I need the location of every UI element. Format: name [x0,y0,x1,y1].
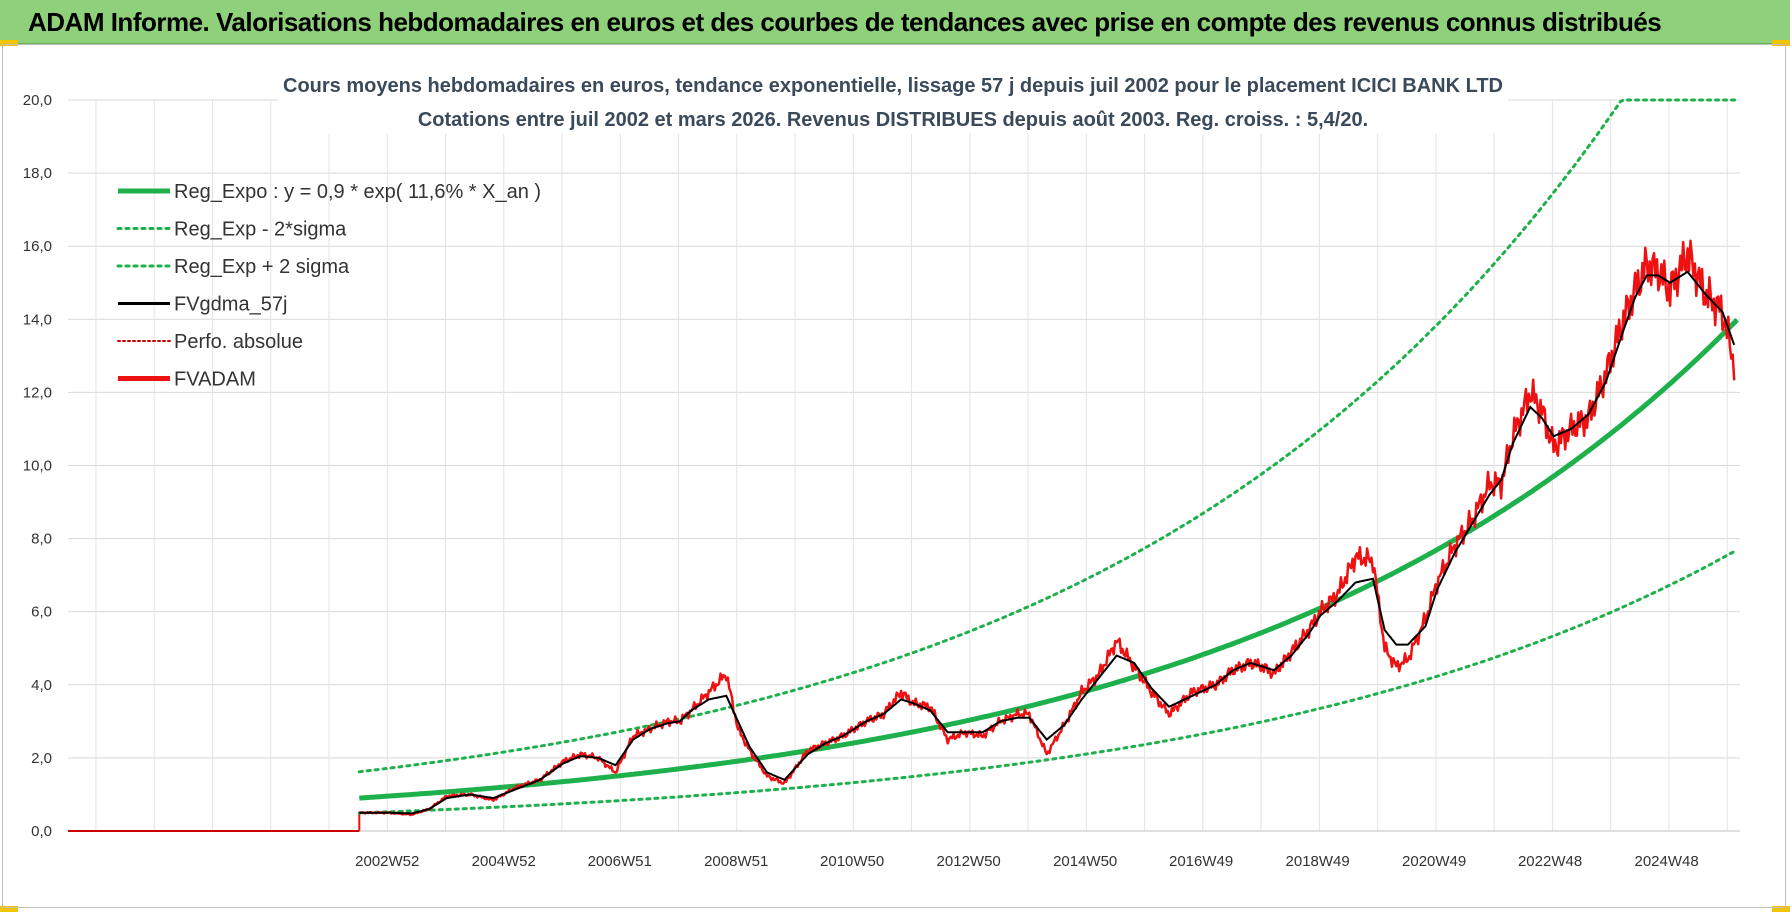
x-tick-label: 2012W50 [937,853,1001,870]
y-tick-label: 14,0 [23,311,52,328]
x-tick-label: 2006W51 [588,853,652,870]
report-title: ADAM Informe. Valorisations hebdomadaire… [28,7,1662,37]
x-tick-label: 2002W52 [355,853,419,870]
series-fvadam [358,239,1736,817]
x-tick-label: 2018W49 [1286,853,1350,870]
chart-title: Cours moyens hebdomadaires en euros, ten… [283,75,1503,97]
title-background [278,64,1508,134]
series-layer [68,98,1739,832]
y-axis-ticks: 0,0 2,0 4,0 6,0 8,0 10,0 12,0 14,0 16,0 18,0 20,0 [23,92,52,840]
x-tick-label: 2024W48 [1634,853,1698,870]
legend: Reg_Expo : y = 0,9 * exp( 11,6% * X_an )… [116,181,541,391]
legend-label: Perfo. absolue [174,331,303,353]
series-reg-exp-plus-2-sigma [357,98,1739,774]
x-tick-label: 2014W50 [1053,853,1117,870]
series-fvgdma-57j [359,270,1736,815]
y-tick-label: 4,0 [31,677,52,694]
corner-marker [1772,40,1790,46]
legend-label: Reg_Expo : y = 0,9 * exp( 11,6% * X_an ) [174,181,541,203]
y-tick-label: 12,0 [23,384,52,401]
legend-label: FVADAM [174,369,256,391]
y-tick-label: 16,0 [23,238,52,255]
y-tick-label: 0,0 [31,823,52,840]
x-tick-label: 2016W49 [1169,853,1233,870]
corner-marker [0,40,18,46]
legend-label: FVgdma_57j [174,294,287,316]
y-tick-label: 2,0 [31,750,52,767]
series-reg-exp-minus-2-sigma [357,548,1739,815]
y-tick-label: 8,0 [31,531,52,548]
corner-marker [1772,906,1790,912]
corner-marker [0,906,18,912]
chart-subtitle: Cotations entre juil 2002 et mars 2026. … [418,109,1368,131]
report-banner: ADAM Informe. Valorisations hebdomadaire… [0,0,1790,44]
grid-lines [68,99,1740,832]
x-tick-label: 2022W48 [1518,853,1582,870]
x-tick-label: 2008W51 [704,853,768,870]
y-tick-label: 20,0 [23,92,52,109]
x-tick-label: 2004W52 [472,853,536,870]
y-tick-label: 10,0 [23,458,52,475]
y-tick-label: 6,0 [31,604,52,621]
x-tick-label: 2020W49 [1402,853,1466,870]
chart-titles: Cours moyens hebdomadaires en euros, ten… [278,64,1508,134]
y-tick-label: 18,0 [23,165,52,182]
x-axis-ticks: 2002W52 2004W52 2006W51 2008W51 2010W50 2012W… [355,853,1699,870]
legend-label: Reg_Exp + 2 sigma [174,256,350,278]
legend-label: Reg_Exp - 2*sigma [174,219,347,241]
series-reg-expo [359,318,1739,801]
chart-frame [2,44,1786,908]
x-tick-label: 2010W50 [820,853,884,870]
